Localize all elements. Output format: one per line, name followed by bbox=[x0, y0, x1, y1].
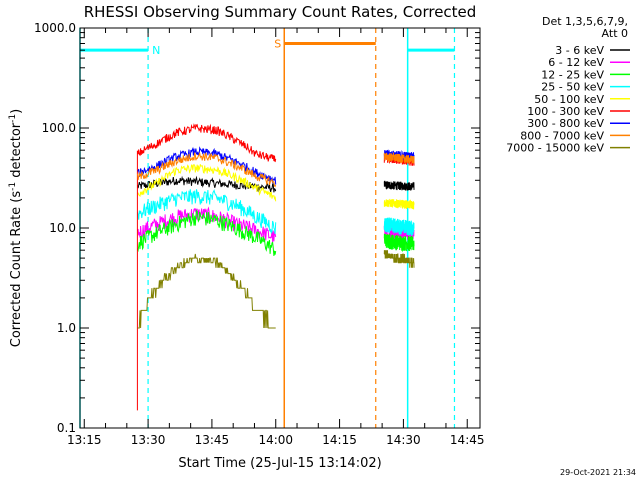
legend-entry-label: 12 - 25 keV bbox=[541, 68, 604, 81]
series-line bbox=[137, 163, 277, 202]
flag-label: S bbox=[274, 37, 281, 50]
series-line bbox=[383, 233, 415, 253]
y-axis-label: Corrected Count Rate (s-1 detector-1) bbox=[8, 109, 24, 347]
y-tick-label: 0.1 bbox=[57, 421, 76, 435]
legend-entry-label: 6 - 12 keV bbox=[548, 56, 604, 69]
x-tick-label: 14:30 bbox=[386, 433, 421, 447]
series-line bbox=[136, 123, 277, 411]
y-tick-label: 10.0 bbox=[49, 221, 76, 235]
y-tick-label: 1000.0 bbox=[34, 21, 76, 35]
series-line bbox=[137, 253, 276, 329]
x-tick-label: 13:15 bbox=[67, 433, 102, 447]
x-tick-label: 13:30 bbox=[131, 433, 166, 447]
series-line bbox=[136, 175, 277, 193]
legend-entry-label: 100 - 300 keV bbox=[527, 105, 604, 118]
legend-header-detectors: Det 1,3,5,6,7,9, bbox=[542, 15, 628, 28]
series-line bbox=[136, 206, 277, 243]
series-line bbox=[383, 180, 415, 191]
plot-area: NS bbox=[79, 28, 456, 428]
generation-timestamp: 29-Oct-2021 21:34 bbox=[560, 468, 636, 477]
x-tick-label: 14:45 bbox=[450, 433, 485, 447]
series-line bbox=[383, 217, 415, 236]
x-tick-label: 14:15 bbox=[322, 433, 357, 447]
y-axis: 0.1 1.0 10.0 100.0 1000.0 bbox=[34, 21, 480, 435]
flag-label: N bbox=[152, 44, 160, 57]
legend-entry-label: 800 - 7000 keV bbox=[520, 129, 604, 142]
x-axis: 13:15 13:30 13:45 14:00 14:15 14:30 14:45 bbox=[67, 28, 485, 447]
legend-entry-label: 25 - 50 keV bbox=[541, 81, 604, 94]
legend-entry-label: 50 - 100 keV bbox=[534, 93, 604, 106]
legend-entry-label: 7000 - 15000 keV bbox=[506, 142, 604, 155]
legend-entry-label: 3 - 6 keV bbox=[555, 44, 604, 57]
series-line bbox=[383, 198, 415, 210]
series-line bbox=[383, 151, 415, 164]
legend-entry-label: 300 - 800 keV bbox=[527, 117, 604, 130]
chart-title: RHESSI Observing Summary Count Rates, Co… bbox=[84, 3, 477, 21]
x-tick-label: 14:00 bbox=[258, 433, 293, 447]
x-axis-label: Start Time (25-Jul-15 13:14:02) bbox=[178, 456, 381, 471]
series-line bbox=[383, 250, 415, 268]
legend-header-attenuator: Att 0 bbox=[602, 27, 628, 40]
series-line bbox=[137, 146, 277, 185]
series-line bbox=[136, 209, 277, 256]
y-tick-label: 100.0 bbox=[42, 121, 76, 135]
series-line bbox=[136, 152, 277, 188]
x-tick-label: 13:45 bbox=[195, 433, 230, 447]
y-tick-label: 1.0 bbox=[57, 321, 76, 335]
series-line bbox=[136, 189, 277, 235]
